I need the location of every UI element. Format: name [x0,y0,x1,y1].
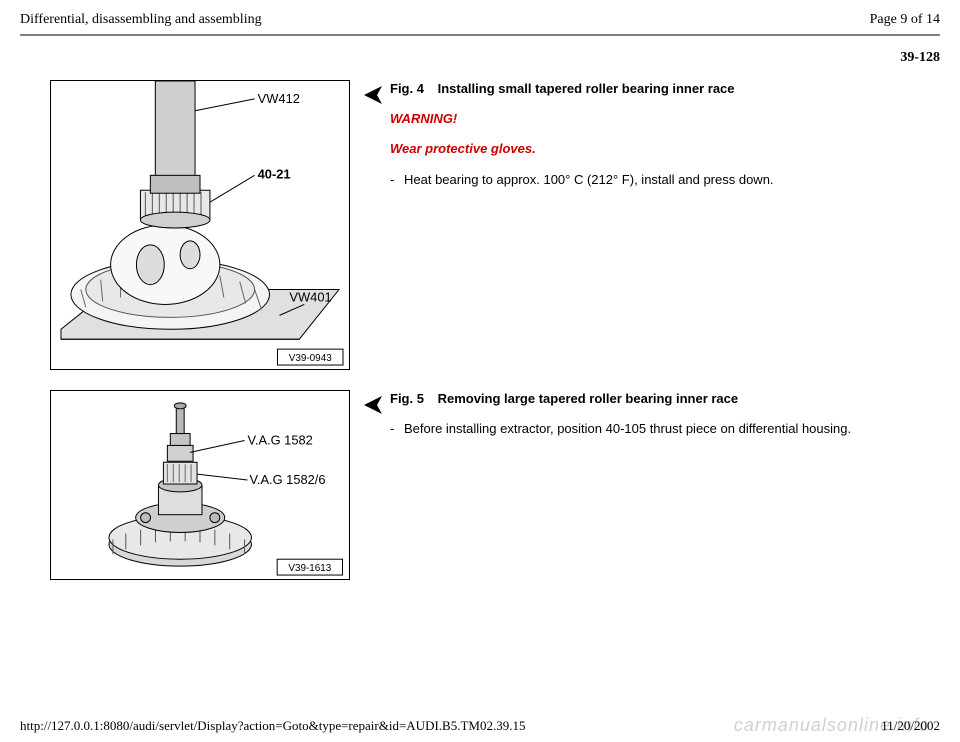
fig4-warning-heading: WARNING! [390,110,920,128]
page-code: 39-128 [20,50,940,66]
callout-4021: 40-21 [258,166,291,181]
footer-date: 11/20/2002 [881,718,940,734]
section-fig4: VW412 40-21 VW401 V39-0943 Fig. 4 Instal… [20,80,940,370]
fig4-title: Fig. 4 Installing small tapered roller b… [390,80,920,98]
fig4-step-1: - Heat bearing to approx. 100° C (212° F… [390,171,920,189]
fig5-num: Fig. 5 [390,391,424,406]
step-bullet: - [390,171,404,189]
callout-vag1582-6: V.A.G 1582/6 [249,472,325,487]
fig5-caption: Removing large tapered roller bearing in… [438,391,739,406]
pointer-icon [362,394,384,416]
figure4-image: VW412 40-21 VW401 V39-0943 [50,80,350,370]
footer-url: http://127.0.0.1:8080/audi/servlet/Displ… [20,718,525,734]
fig5-step-1-text: Before installing extractor, position 40… [404,420,920,438]
callout-vag1582: V.A.G 1582 [247,432,312,447]
fig5-id: V39-1613 [288,563,331,574]
callout-vw401: VW401 [289,289,331,304]
header-rule [20,34,940,36]
step-bullet: - [390,420,404,438]
fig5-step-1: - Before installing extractor, position … [390,420,920,438]
fig5-title: Fig. 5 Removing large tapered roller bea… [390,390,920,408]
fig4-num: Fig. 4 [390,81,424,96]
pointer-icon [362,84,384,106]
section-fig5: V.A.G 1582 V.A.G 1582/6 V39-1613 Fig. 5 … [20,390,940,580]
fig4-id: V39-0943 [289,353,333,364]
fig4-warning-text: Wear protective gloves. [390,140,920,158]
fig4-caption: Installing small tapered roller bearing … [438,81,735,96]
figure5-image: V.A.G 1582 V.A.G 1582/6 V39-1613 [50,390,350,580]
header-title: Differential, disassembling and assembli… [20,12,262,28]
fig4-step-1-text: Heat bearing to approx. 100° C (212° F),… [404,171,920,189]
header-page: Page 9 of 14 [870,12,940,28]
callout-vw412: VW412 [258,91,300,106]
